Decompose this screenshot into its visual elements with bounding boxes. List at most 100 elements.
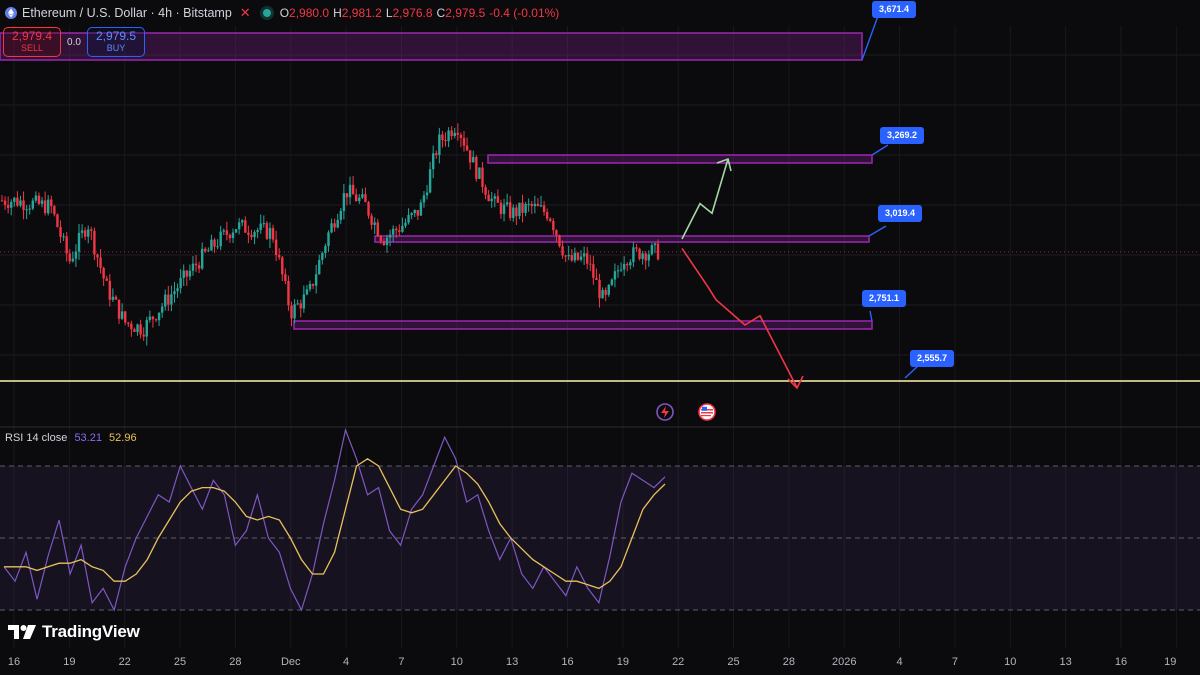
x-tick-label: 2026 bbox=[832, 656, 857, 668]
zone-3,671.4[interactable] bbox=[0, 32, 863, 61]
candle-body bbox=[182, 270, 185, 278]
candle-body bbox=[364, 194, 367, 203]
change-value: -0.4 (-0.01%) bbox=[489, 6, 560, 20]
x-tick-label: 25 bbox=[727, 656, 740, 668]
candle-body bbox=[570, 255, 573, 261]
candle-body bbox=[278, 255, 281, 258]
zones[interactable] bbox=[0, 15, 1200, 382]
candle-body bbox=[83, 230, 87, 237]
buy-price: 2,979.5 bbox=[95, 29, 137, 43]
rsi-pane[interactable] bbox=[0, 427, 1200, 612]
candle-body bbox=[90, 229, 93, 231]
x-tick-label: 7 bbox=[398, 656, 405, 668]
candle-body bbox=[71, 258, 75, 262]
candle-body bbox=[87, 229, 90, 237]
candle-body bbox=[197, 265, 201, 269]
candle-body bbox=[626, 264, 629, 266]
bearish-projection bbox=[681, 248, 798, 388]
candle-body bbox=[170, 294, 173, 305]
sell-price: 2,979.4 bbox=[11, 29, 53, 43]
level-label-3269[interactable]: 3,269.2 bbox=[880, 127, 925, 144]
candle-body bbox=[287, 280, 290, 306]
candle-body bbox=[188, 270, 192, 277]
candle-body bbox=[518, 202, 521, 217]
level-label-2751[interactable]: 2,751.1 bbox=[862, 290, 907, 307]
level-label-2555[interactable]: 2,555.7 bbox=[910, 350, 955, 367]
candle-body bbox=[595, 277, 598, 280]
projections bbox=[681, 157, 804, 390]
candle-body bbox=[379, 236, 383, 241]
candle-body bbox=[151, 316, 155, 320]
candle-body bbox=[59, 226, 62, 237]
candle-body bbox=[225, 230, 229, 235]
candle-body bbox=[453, 132, 456, 137]
high-key: H bbox=[333, 6, 342, 20]
candle-body bbox=[318, 259, 321, 275]
candle-body bbox=[102, 267, 105, 279]
candle-body bbox=[284, 274, 287, 281]
candle-body bbox=[361, 194, 364, 198]
zone-callout bbox=[871, 144, 889, 156]
candle-body bbox=[561, 246, 564, 256]
candle-body bbox=[234, 229, 238, 233]
candle-body bbox=[43, 200, 47, 214]
candle-body bbox=[499, 202, 503, 214]
candle-body bbox=[555, 230, 558, 236]
candle-body bbox=[521, 202, 524, 213]
us-flag-event-icon[interactable] bbox=[698, 403, 716, 421]
candle-body bbox=[142, 334, 145, 337]
candle-body bbox=[502, 204, 506, 214]
candle-body bbox=[34, 195, 38, 201]
candle-body bbox=[53, 206, 56, 215]
candle-body bbox=[339, 210, 342, 220]
close-icon[interactable]: ✕ bbox=[239, 5, 251, 20]
candle-body bbox=[271, 228, 275, 240]
candle-body bbox=[653, 243, 657, 246]
zone-3,269.2[interactable] bbox=[487, 154, 873, 164]
candle-body bbox=[539, 205, 543, 207]
candle-body bbox=[68, 253, 71, 262]
candle-body bbox=[635, 247, 638, 249]
zone-callout bbox=[869, 310, 873, 322]
candle-body bbox=[576, 252, 580, 260]
symbol-header[interactable]: Ethereum / U.S. Dollar · 4h · Bitstamp ✕… bbox=[0, 0, 563, 26]
candle-body bbox=[204, 248, 207, 252]
x-tick-label: Dec bbox=[280, 656, 301, 668]
sell-button[interactable]: 2,979.4 SELL bbox=[3, 27, 61, 57]
zone-3,019.4[interactable] bbox=[374, 235, 870, 243]
candle-body bbox=[253, 232, 256, 238]
candle-body bbox=[656, 243, 660, 260]
candle-body bbox=[37, 195, 41, 204]
candle-body bbox=[77, 232, 81, 252]
candle-body bbox=[589, 263, 592, 265]
candle-body bbox=[130, 323, 133, 330]
zone-2,751.1[interactable] bbox=[293, 320, 873, 330]
candle-body bbox=[105, 278, 108, 281]
level-label-3019[interactable]: 3,019.4 bbox=[878, 205, 923, 222]
x-tick-label: 16 bbox=[7, 656, 21, 668]
candle-body bbox=[549, 218, 552, 221]
candle-body bbox=[219, 231, 222, 247]
buy-button[interactable]: 2,979.5 BUY bbox=[87, 27, 145, 57]
candle-body bbox=[74, 251, 78, 259]
level-label-3671[interactable]: 3,671.4 bbox=[872, 1, 917, 18]
lightning-event-icon[interactable] bbox=[656, 403, 674, 421]
candle-body bbox=[114, 296, 118, 300]
candle-body bbox=[179, 277, 182, 289]
candle-body bbox=[13, 197, 16, 202]
rsi-line bbox=[3, 427, 666, 612]
candle-body bbox=[582, 253, 586, 257]
candle-body bbox=[185, 270, 188, 277]
candle-body bbox=[641, 253, 644, 259]
trade-panel: 2,979.4 SELL 0.0 2,979.5 BUY bbox=[3, 27, 145, 57]
rsi-header[interactable]: RSI 14 close 53.21 52.96 bbox=[5, 432, 137, 444]
candle-body bbox=[622, 264, 626, 270]
rsi-ma-line bbox=[4, 458, 666, 590]
candle-body bbox=[490, 198, 493, 202]
candle-body bbox=[385, 237, 389, 246]
candle-body bbox=[367, 202, 370, 216]
tradingview-logo[interactable]: TradingView bbox=[8, 622, 140, 642]
candle-body bbox=[25, 209, 28, 211]
x-tick-label: 19 bbox=[616, 656, 629, 668]
